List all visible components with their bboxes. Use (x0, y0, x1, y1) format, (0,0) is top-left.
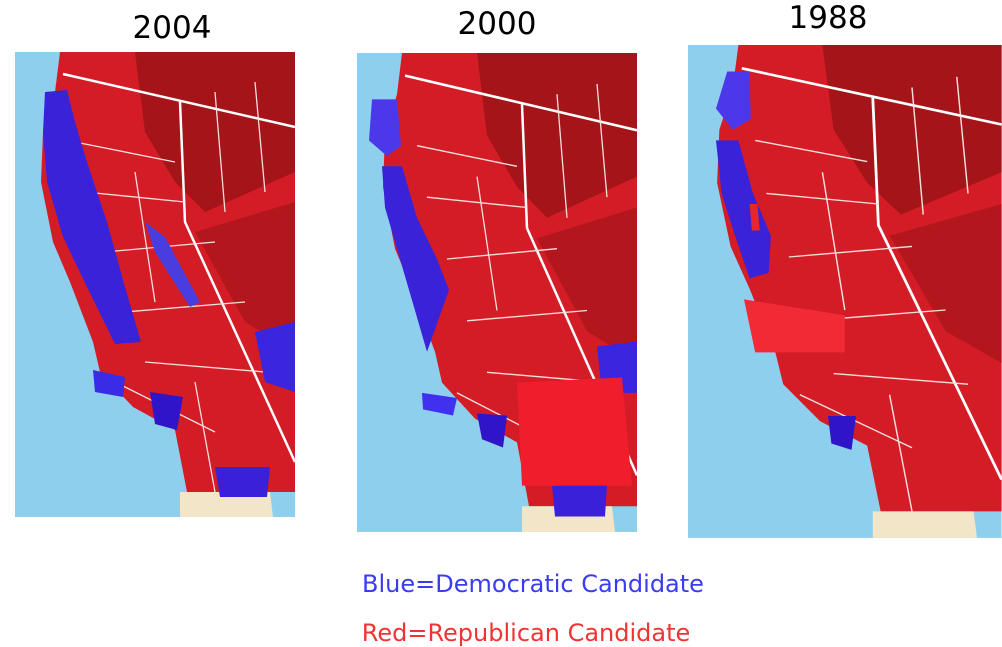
map-title: 1988 (789, 0, 868, 36)
legend-red: Red=Republican Candidate (362, 619, 691, 647)
map-title: 2000 (458, 6, 537, 42)
map-2004 (13, 50, 297, 519)
map-2000 (355, 51, 639, 534)
legend-blue: Blue=Democratic Candidate (362, 570, 704, 598)
map-1988 (686, 43, 1002, 540)
map-title: 2004 (133, 10, 212, 46)
